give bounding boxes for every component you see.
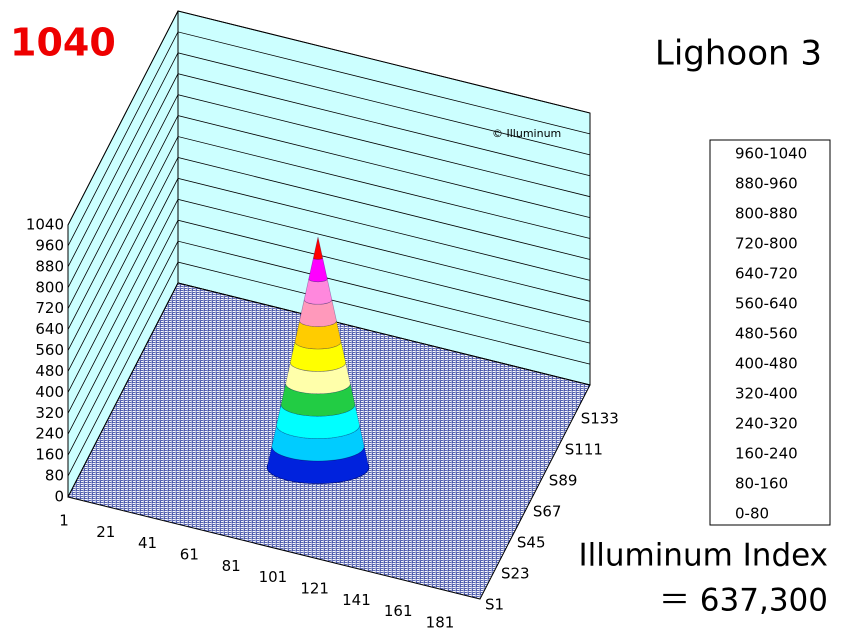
series-tick-label: S133: [581, 409, 619, 427]
y-tick-label: 1040: [26, 216, 64, 234]
series-tick-label: S111: [565, 440, 603, 458]
y-tick-label: 480: [35, 362, 64, 380]
grid-line: [67, 156, 591, 372]
y-tick-label: 240: [35, 425, 64, 443]
x-tick-label: 121: [300, 580, 329, 598]
x-tick-label: 21: [96, 523, 115, 541]
grid-line: [67, 261, 591, 477]
y-tick-label: 160: [35, 446, 64, 464]
x-tick-label: 61: [180, 546, 199, 564]
y-tick-label: 560: [35, 341, 64, 359]
legend-label: 720-800: [735, 235, 798, 253]
grid-line: [67, 52, 591, 268]
legend-label: 480-560: [735, 325, 798, 343]
grid-line: [67, 219, 591, 435]
index-value: ＝ 637,300: [659, 583, 828, 619]
x-tick-label: 81: [222, 557, 241, 575]
chart-title: Lighoon 3: [655, 34, 822, 74]
grid-line: [67, 240, 591, 456]
series-tick-label: S89: [549, 471, 578, 489]
legend-label: 800-880: [735, 205, 798, 223]
legend-label: 560-640: [735, 295, 798, 313]
grid-line: [67, 282, 591, 498]
grid-line: [67, 177, 591, 393]
grid-line: [67, 94, 591, 309]
y-tick-label: 800: [35, 278, 64, 296]
legend-label: 160-240: [735, 445, 798, 463]
y-tick-label: 80: [45, 467, 64, 485]
y-tick-label: 880: [35, 257, 64, 275]
grid-line: [67, 10, 591, 226]
surface-band: [303, 278, 333, 305]
legend-label: 320-400: [735, 385, 798, 403]
y-tick-label: 720: [35, 299, 64, 317]
x-tick-label: 101: [259, 568, 288, 586]
legend-label: 640-720: [735, 265, 798, 283]
y-tick-label: 960: [35, 236, 64, 254]
surface-band: [313, 236, 323, 260]
legend-label: 0-80: [735, 505, 769, 523]
x-tick-label: 181: [426, 614, 455, 632]
series-tick-label: S45: [517, 533, 546, 551]
x-tick-label: 1: [59, 512, 69, 530]
x-tick-label: 41: [138, 534, 157, 552]
y-tick-label: 640: [35, 320, 64, 338]
grid-line: [67, 73, 591, 288]
legend-label: 400-480: [735, 355, 798, 373]
series-tick-label: S67: [533, 502, 562, 520]
y-tick-label: 320: [35, 404, 64, 422]
legend-label: 80-160: [735, 475, 788, 493]
watermark: © Illuminum: [492, 127, 561, 140]
index-label: Illuminum Index: [578, 538, 828, 574]
grid-line: [67, 198, 591, 414]
y-tick-label: 400: [35, 383, 64, 401]
x-tick-label: 141: [342, 591, 371, 609]
grid-line: [67, 136, 591, 351]
series-tick-label: S23: [501, 564, 530, 582]
grid-line: [67, 31, 591, 247]
x-tick-label: 161: [384, 602, 413, 620]
legend-label: 240-320: [735, 415, 798, 433]
peak-label: 1040: [10, 21, 116, 65]
legend-label: 960-1040: [735, 145, 807, 163]
legend-label: 880-960: [735, 175, 798, 193]
series-tick-label: S1: [485, 596, 504, 614]
y-tick-label: 0: [54, 488, 64, 506]
grid-line: [67, 115, 591, 330]
legend-box: [709, 139, 831, 526]
